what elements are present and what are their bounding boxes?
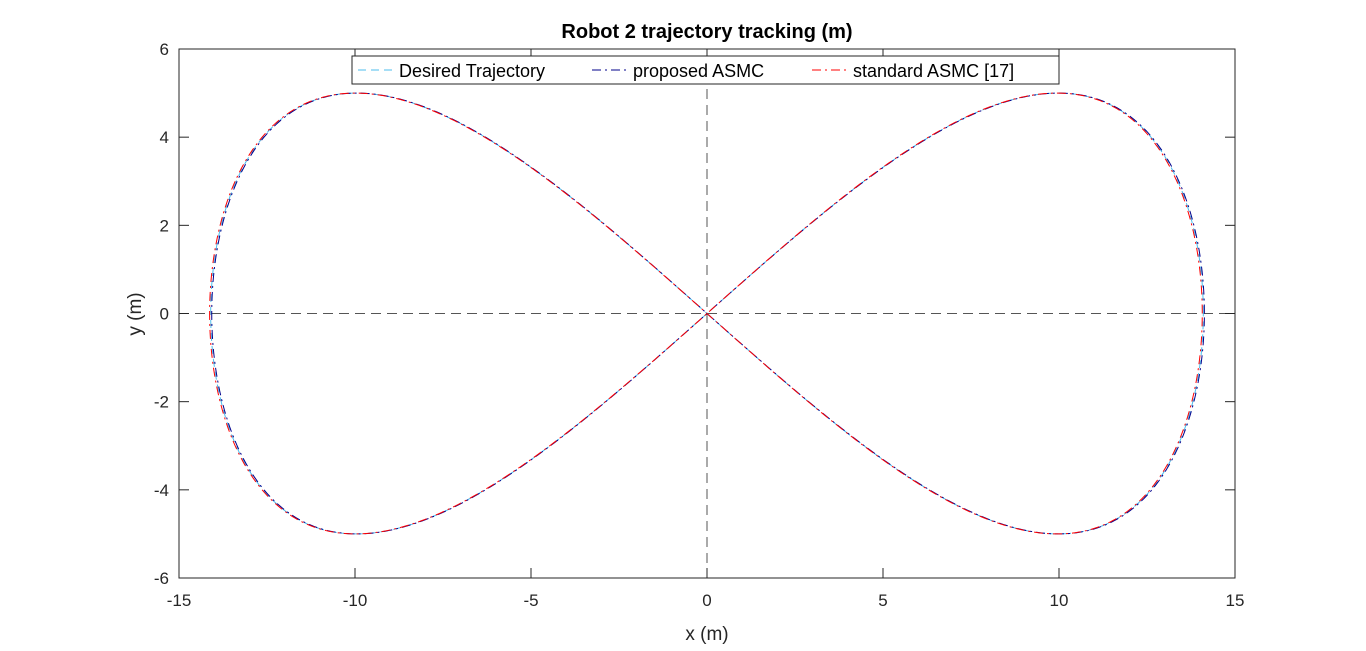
x-axis-label: x (m) [685,624,728,645]
y-tick-label: -4 [154,481,169,500]
legend-box [351,55,1060,85]
x-tick-label: -5 [523,591,538,610]
legend-label-1: proposed ASMC [633,61,764,81]
legend: Desired Trajectory proposed ASMC standard … [351,55,1060,85]
series-line-0 [210,92,1204,535]
y-tick-label: -6 [154,569,169,588]
x-tick-label: 0 [702,591,711,610]
reference-lines [179,89,1235,578]
x-tick-label: 5 [878,591,887,610]
x-tick-label: 10 [1050,591,1069,610]
x-tick-label: 15 [1226,591,1245,610]
chart-title: Robot 2 trajectory tracking (m) [561,21,852,43]
y-tick-label: -2 [154,393,169,412]
legend-label-2: standard ASMC [17] [853,61,1014,81]
y-tick-label: 0 [160,305,169,324]
y-tick-label: 6 [160,40,169,59]
x-tick-label: -10 [343,591,368,610]
y-axis-label: y (m) [125,292,146,335]
series-line-2 [209,92,1203,535]
legend-label-0: Desired Trajectory [399,61,545,81]
x-axis-ticks: -15 -10 -5 0 5 10 15 [167,49,1245,610]
y-tick-label: 2 [160,216,169,235]
legend-items: Desired Trajectory proposed ASMC standard … [358,61,1014,81]
x-tick-label: -15 [167,591,192,610]
y-tick-label: 4 [160,128,169,147]
y-axis-ticks: -6 -4 -2 0 2 4 6 [154,40,1235,588]
series-group [209,92,1205,535]
